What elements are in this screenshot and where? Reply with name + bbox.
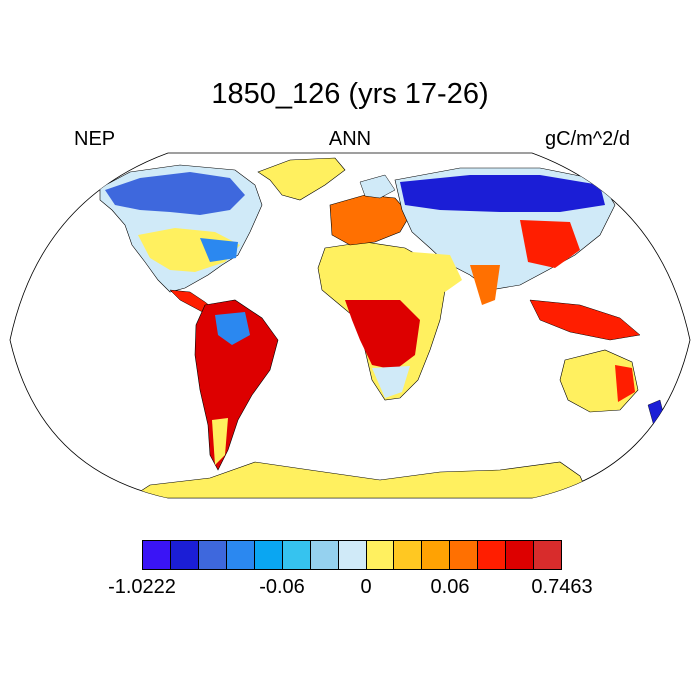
colorbar-tick-label: 0 bbox=[360, 576, 372, 598]
eastern-usa-region bbox=[200, 238, 238, 262]
colorbar-swatch-13 bbox=[506, 541, 535, 569]
colorbar-swatch-9 bbox=[394, 541, 423, 569]
colorbar-swatch-6 bbox=[310, 541, 339, 569]
arabia-region bbox=[412, 252, 462, 292]
colorbar-swatch-10 bbox=[422, 541, 451, 569]
patagonia-region bbox=[212, 418, 228, 465]
colorbar-swatch-3 bbox=[226, 541, 255, 569]
colorbar-swatch-2 bbox=[198, 541, 227, 569]
siberia-region bbox=[400, 175, 605, 212]
colorbar-swatch-4 bbox=[254, 541, 283, 569]
greenland-region bbox=[257, 157, 346, 201]
variable-label: NEP bbox=[74, 128, 116, 150]
central-africa-region bbox=[345, 300, 420, 370]
scandinavia-region bbox=[359, 174, 396, 199]
antarctica-region bbox=[128, 461, 591, 498]
colorbar bbox=[142, 540, 562, 570]
map-title: 1850_126 (yrs 17-26) bbox=[211, 78, 489, 110]
colorbar-tick-label: 0.7463 bbox=[531, 576, 593, 598]
units-label: gC/m^2/d bbox=[545, 128, 630, 150]
colorbar-swatch-5 bbox=[282, 541, 311, 569]
colorbar-swatch-7 bbox=[338, 541, 367, 569]
colorbar-swatch-12 bbox=[478, 541, 507, 569]
southeast-asia-region bbox=[529, 299, 641, 341]
east-asia-region bbox=[520, 220, 580, 268]
eastern-australia-region bbox=[615, 365, 635, 402]
colorbar-swatch-8 bbox=[366, 541, 395, 569]
canada-boreal-region bbox=[105, 172, 245, 215]
india-region bbox=[470, 265, 500, 305]
colorbar-tick-label: -0.06 bbox=[259, 576, 305, 598]
colorbar-swatch-1 bbox=[170, 541, 199, 569]
colorbar-tick-label: -1.0222 bbox=[108, 576, 176, 598]
season-label: ANN bbox=[328, 128, 372, 150]
southern-africa-region bbox=[372, 366, 410, 398]
amazon-blue-region bbox=[215, 312, 250, 345]
colorbar-swatch-14 bbox=[534, 541, 562, 569]
colorbar-swatch-0 bbox=[143, 541, 171, 569]
colorbar-tick-label: 0.06 bbox=[430, 576, 470, 598]
colorbar-swatch-11 bbox=[450, 541, 479, 569]
